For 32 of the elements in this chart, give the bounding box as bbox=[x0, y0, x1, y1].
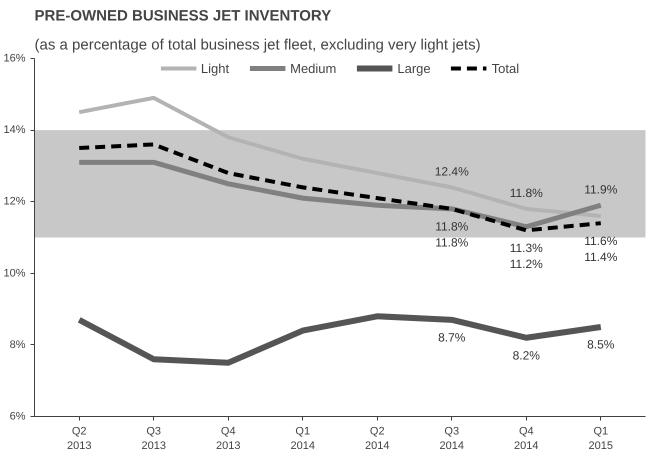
data-label: 11.8% bbox=[435, 236, 469, 250]
data-label: 11.4% bbox=[584, 250, 618, 264]
y-tick-label: 14% bbox=[3, 124, 26, 136]
data-label: 11.9% bbox=[584, 182, 618, 196]
x-tick-label: Q1 2015 bbox=[588, 426, 614, 452]
x-tick-label: Q3 2014 bbox=[440, 426, 464, 452]
y-tick-label: 16% bbox=[3, 52, 26, 64]
chart-subtitle: (as a percentage of total business jet fleet, excluding very light jets) bbox=[34, 36, 481, 54]
x-tick-label: Q2 2014 bbox=[365, 426, 390, 452]
legend-label: Medium bbox=[290, 60, 336, 76]
data-label: 8.7% bbox=[438, 330, 466, 345]
y-tick-label: 6% bbox=[10, 410, 26, 422]
data-label: 8.2% bbox=[512, 348, 540, 362]
y-tick-label: 10% bbox=[3, 267, 26, 280]
legend-label: Total bbox=[492, 60, 520, 76]
data-label: 12.4% bbox=[434, 164, 470, 178]
data-label: 11.8% bbox=[510, 186, 544, 200]
data-label: 11.2% bbox=[510, 257, 544, 272]
data-label: 11.6% bbox=[584, 234, 618, 248]
legend-label: Light bbox=[200, 60, 230, 76]
x-tick-label: Q3 2013 bbox=[141, 426, 166, 452]
y-tick-label: 12% bbox=[3, 196, 26, 208]
data-label: 11.3% bbox=[510, 241, 544, 256]
data-label: 8.5% bbox=[587, 338, 615, 352]
data-label: 11.8% bbox=[435, 220, 469, 234]
x-tick-label: Q1 2014 bbox=[290, 426, 315, 452]
x-tick-label: Q2 2013 bbox=[66, 426, 92, 452]
legend-label: Large bbox=[397, 60, 431, 76]
x-tick-label: Q4 2014 bbox=[514, 426, 539, 452]
y-tick-label: 8% bbox=[10, 338, 26, 351]
x-tick-label: Q4 2013 bbox=[216, 426, 240, 452]
chart-title: PRE-OWNED BUSINESS JET INVENTORY bbox=[34, 8, 332, 24]
